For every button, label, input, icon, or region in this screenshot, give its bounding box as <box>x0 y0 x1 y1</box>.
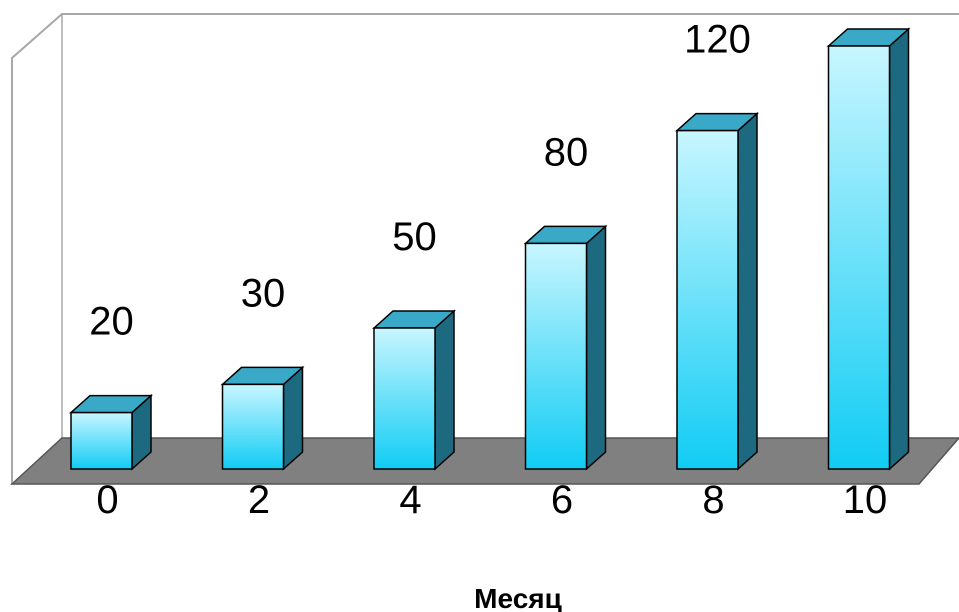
bar-8 <box>675 111 759 471</box>
plot-frame <box>11 13 959 484</box>
bar-4 <box>372 309 456 471</box>
bar-side <box>585 224 607 471</box>
bar-side <box>888 27 910 471</box>
bar-10 <box>826 27 911 471</box>
x-tick-label: 2 <box>248 478 270 522</box>
x-axis-title: Месяц <box>474 583 562 612</box>
bar-0 <box>69 393 153 471</box>
x-tick-label: 4 <box>399 478 421 522</box>
chart-floor <box>10 437 959 485</box>
x-tick-label: 0 <box>96 478 118 522</box>
bar-front <box>70 411 133 470</box>
bar-side <box>434 309 455 471</box>
data-label: 20 <box>89 300 134 344</box>
data-label: 50 <box>392 215 437 259</box>
data-label: 30 <box>241 271 286 315</box>
bar-2 <box>220 365 305 471</box>
bars-group <box>69 27 911 471</box>
bar-front <box>524 242 588 470</box>
x-tick-label: 8 <box>702 478 724 522</box>
bar-front <box>221 383 285 470</box>
bar-front <box>827 45 891 470</box>
bar-front <box>676 129 739 470</box>
bar-6 <box>523 224 608 471</box>
x-tick-label: 10 <box>843 478 888 522</box>
data-labels: 20 30 50 80 120 <box>89 18 751 344</box>
x-tick-label: 6 <box>551 478 573 522</box>
data-label: 80 <box>544 130 589 174</box>
bar-side <box>737 111 758 471</box>
bar-front <box>373 327 436 470</box>
data-label: 120 <box>684 18 751 62</box>
x-tick-labels: 0 2 4 6 8 10 <box>96 478 887 522</box>
